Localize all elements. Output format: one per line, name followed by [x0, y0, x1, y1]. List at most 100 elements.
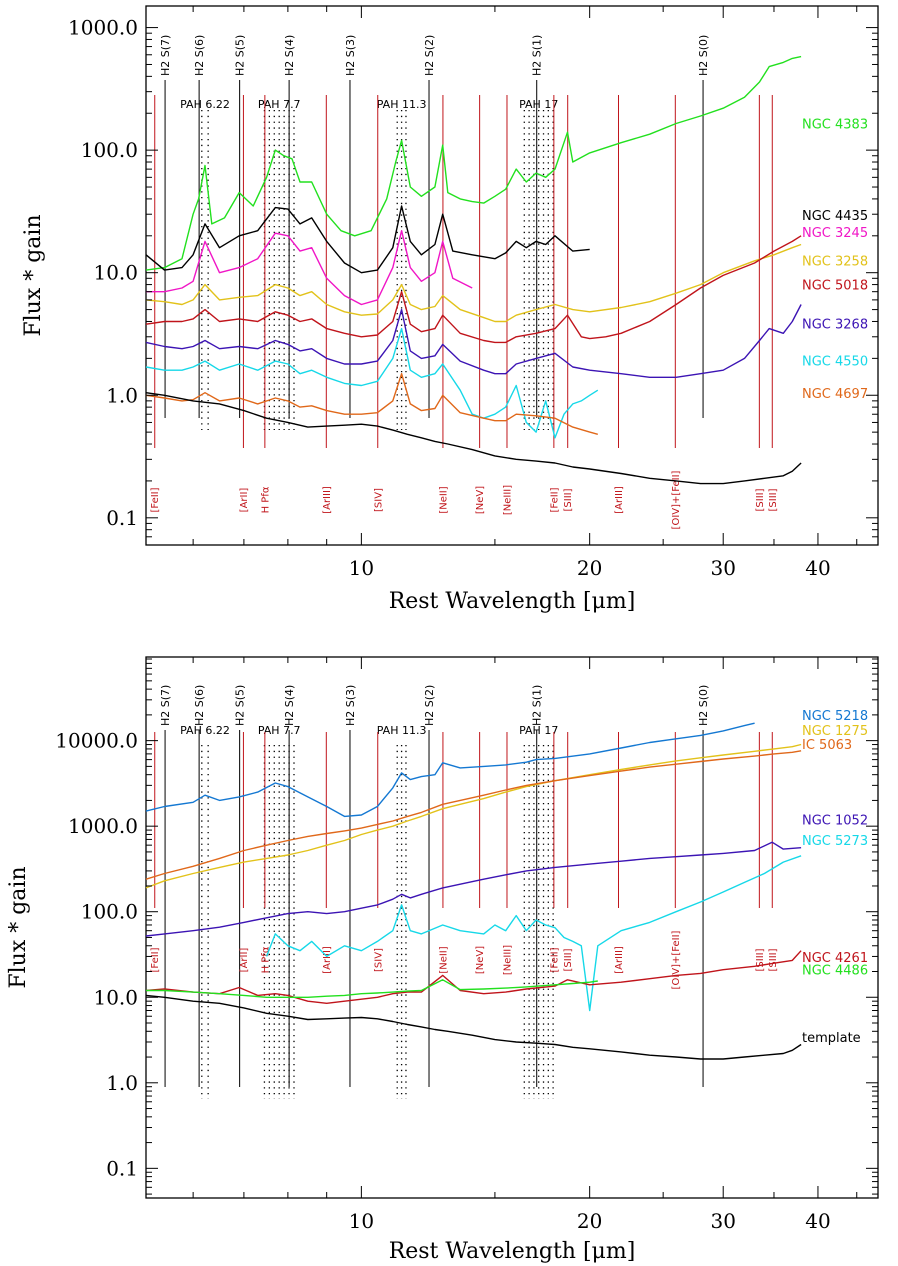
y-tick-label: 0.1 — [106, 1156, 138, 1180]
pah-region — [523, 110, 554, 430]
series-line — [145, 235, 802, 344]
pah-label: PAH 6.22 — [180, 98, 230, 111]
pah-label: PAH 7.7 — [258, 98, 301, 111]
ion-line-label: [ArIII] — [614, 486, 625, 514]
h2-line-label: H2 S(2) — [423, 685, 436, 726]
x-tick-label: 20 — [577, 1209, 602, 1233]
h2-line-label: H2 S(4) — [283, 35, 296, 76]
pah-region — [201, 745, 209, 1099]
series-label: NGC 3268 — [802, 317, 868, 332]
y-tick-label: 10.0 — [93, 985, 138, 1009]
ion-line-label: [NeII] — [438, 946, 449, 973]
series-line — [145, 841, 802, 937]
h2-line-label: H2 S(3) — [344, 685, 357, 726]
h2-line-label: H2 S(7) — [159, 685, 172, 726]
h2-line-label: H2 S(5) — [234, 685, 247, 726]
ion-line-label: [FeII] — [549, 487, 560, 512]
ion-line-label: [SIII] — [755, 488, 766, 511]
ion-line-label: [SIII] — [768, 488, 779, 511]
h2-line-label: H2 S(5) — [234, 35, 247, 76]
y-tick-label: 10000.0 — [55, 729, 138, 753]
pah-region — [523, 745, 554, 1099]
x-tick-label: 40 — [805, 1209, 830, 1233]
ion-line-label: [ArIII] — [322, 946, 333, 974]
ion-line-label: [SIII] — [768, 948, 779, 971]
ion-line-label: H Pfα — [260, 486, 271, 513]
series-line — [145, 994, 802, 1060]
series-line — [145, 243, 802, 323]
series-line — [145, 950, 802, 1004]
series-label: NGC 3245 — [802, 226, 868, 241]
series-label: NGC 5018 — [802, 278, 868, 293]
series-label: NGC 4697 — [802, 387, 868, 402]
x-tick-label: 10 — [349, 1209, 374, 1233]
ion-line-label: [SIV] — [373, 488, 384, 512]
y-tick-label: 1.0 — [106, 1071, 138, 1095]
y-tick-label: 100.0 — [81, 900, 138, 924]
pah-label: PAH 11.3 — [377, 98, 427, 111]
ion-line-label: [NeIII] — [502, 945, 513, 975]
ion-line-label: [ArIII] — [322, 486, 333, 514]
series-label: NGC 1275 — [802, 724, 868, 739]
h2-line-label: H2 S(1) — [531, 35, 544, 76]
h2-line-label: H2 S(4) — [283, 685, 296, 726]
series-label: NGC 5273 — [802, 834, 868, 849]
plot-frame — [145, 656, 879, 1199]
series-label: NGC 5218 — [802, 709, 868, 724]
series-label: NGC 3258 — [802, 255, 868, 270]
ion-line-label: [SIV] — [373, 948, 384, 972]
h2-line-label: H2 S(6) — [193, 685, 206, 726]
series-line — [146, 229, 473, 306]
series-label: NGC 4486 — [802, 963, 868, 978]
pah-label: PAH 6.22 — [180, 724, 230, 737]
y-axis-label: Flux * gain — [21, 214, 46, 336]
h2-line-label: H2 S(6) — [193, 35, 206, 76]
ion-line-label: [ArIII] — [614, 946, 625, 974]
ion-line-label: [SIII] — [755, 948, 766, 971]
top-spectra-panel: PAH 6.22 PAH 7.7 PAH 11.3 PAH 17 H2 S(7) H2 S… — [21, 5, 879, 614]
series-label: IC 5063 — [802, 738, 852, 753]
series-label: template — [802, 1031, 861, 1046]
series-label: NGC 4261 — [802, 951, 868, 966]
series-line — [145, 304, 802, 378]
pah-label: PAH 17 — [519, 98, 558, 111]
x-tick-label: 10 — [349, 556, 374, 580]
ion-line-label: [NeIII] — [502, 485, 513, 515]
series-line — [145, 722, 755, 818]
ion-line-label: [OIV]+[FeII] — [671, 930, 682, 989]
x-tick-label: 30 — [710, 556, 735, 580]
series-label: NGC 4550 — [802, 354, 868, 369]
x-tick-label: 40 — [805, 556, 830, 580]
series-line — [145, 327, 599, 439]
series-line — [265, 855, 802, 1012]
ion-line-label: [ArII] — [239, 948, 250, 973]
series-line — [145, 743, 802, 889]
pah-region — [201, 110, 209, 430]
x-tick-label: 20 — [577, 556, 602, 580]
ion-line-label: [ArII] — [239, 488, 250, 513]
pah-label: PAH 11.3 — [377, 724, 427, 737]
series-line — [145, 373, 598, 435]
pah-label: PAH 7.7 — [258, 724, 301, 737]
ion-line-label: [FeII] — [549, 947, 560, 972]
y-tick-label: 10.0 — [93, 261, 138, 285]
y-tick-label: 100.0 — [81, 138, 138, 162]
series-label: NGC 4383 — [802, 118, 868, 133]
y-tick-label: 1000.0 — [68, 814, 138, 838]
series-label: NGC 1052 — [802, 813, 868, 828]
x-axis-label: Rest Wavelength [μm] — [389, 1239, 636, 1264]
ion-line-label: [NeV] — [475, 946, 486, 974]
h2-line-label: H2 S(2) — [423, 35, 436, 76]
pah-label: PAH 17 — [519, 724, 558, 737]
series-line — [145, 750, 802, 880]
ion-line-label: [SIII] — [563, 948, 574, 971]
pah-region — [396, 745, 407, 1099]
h2-line-label: H2 S(3) — [344, 35, 357, 76]
series-line — [145, 392, 802, 485]
x-tick-label: 30 — [710, 1209, 735, 1233]
series-line — [145, 205, 590, 274]
y-tick-label: 1.0 — [106, 383, 138, 407]
ion-line-label: [OIV]+[FeII] — [671, 470, 682, 529]
series-label: NGC 4435 — [802, 209, 868, 224]
y-axis-label: Flux * gain — [6, 866, 31, 988]
